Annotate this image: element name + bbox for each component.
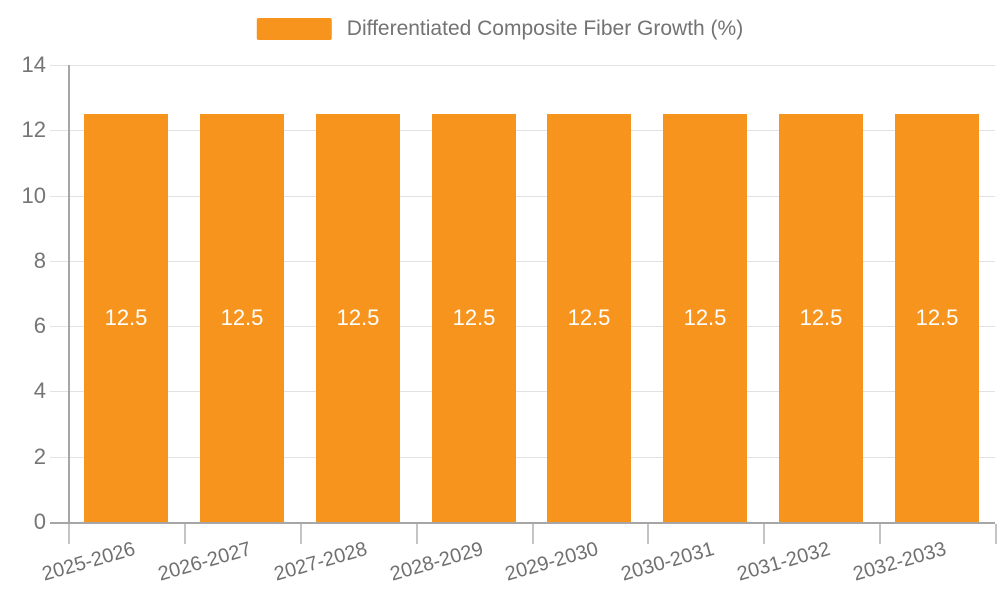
bar-value-label: 12.5 bbox=[452, 305, 496, 330]
gridline bbox=[50, 326, 995, 327]
x-axis-tick bbox=[647, 524, 649, 544]
gridline bbox=[50, 65, 995, 66]
gridline bbox=[50, 391, 995, 392]
x-tick-label: 2031-2032 bbox=[735, 538, 834, 586]
gridline bbox=[50, 261, 995, 262]
bar bbox=[316, 114, 400, 522]
y-tick-label: 2 bbox=[33, 444, 46, 469]
bar bbox=[895, 114, 979, 522]
bar bbox=[547, 114, 631, 522]
x-tick-label: 2026-2027 bbox=[156, 538, 255, 586]
y-tick-label: 0 bbox=[33, 509, 46, 534]
x-tick-label: 2025-2026 bbox=[40, 538, 139, 586]
bar-value-label: 12.5 bbox=[683, 305, 727, 330]
bar-value-label: 12.5 bbox=[220, 305, 264, 330]
x-tick-label: 2029-2030 bbox=[503, 538, 602, 586]
x-tick-label: 2027-2028 bbox=[272, 538, 371, 586]
bar bbox=[779, 114, 863, 522]
x-axis-tick bbox=[300, 524, 302, 544]
y-tick-label: 10 bbox=[21, 183, 46, 208]
x-axis-tick bbox=[995, 524, 997, 544]
x-axis-tick bbox=[68, 524, 70, 544]
y-tick-label: 12 bbox=[21, 117, 46, 142]
x-axis-line bbox=[50, 522, 995, 524]
x-axis-tick bbox=[879, 524, 881, 544]
y-tick-label: 4 bbox=[33, 378, 46, 403]
x-tick-label: 2032-2033 bbox=[851, 538, 950, 586]
bar bbox=[432, 114, 516, 522]
x-tick-label: 2028-2029 bbox=[388, 538, 487, 586]
bar-value-label: 12.5 bbox=[915, 305, 959, 330]
y-tick-label: 14 bbox=[21, 52, 46, 77]
gridline bbox=[50, 457, 995, 458]
bar-value-label: 12.5 bbox=[567, 305, 611, 330]
x-tick-label: 2030-2031 bbox=[619, 538, 718, 586]
bar bbox=[663, 114, 747, 522]
y-axis-line bbox=[68, 65, 70, 522]
x-axis-tick bbox=[184, 524, 186, 544]
y-tick-label: 6 bbox=[33, 313, 46, 338]
legend-swatch bbox=[256, 18, 332, 40]
legend-item[interactable]: Differentiated Composite Fiber Growth (%… bbox=[256, 17, 744, 41]
x-axis-tick bbox=[416, 524, 418, 544]
bar-value-label: 12.5 bbox=[104, 305, 148, 330]
bar bbox=[84, 114, 168, 522]
y-tick-label: 8 bbox=[33, 248, 46, 273]
gridline bbox=[50, 130, 995, 131]
gridline bbox=[50, 196, 995, 197]
x-axis-tick bbox=[532, 524, 534, 544]
legend-label: Differentiated Composite Fiber Growth (%… bbox=[346, 17, 744, 40]
bar-value-label: 12.5 bbox=[336, 305, 380, 330]
bar bbox=[200, 114, 284, 522]
bar-value-label: 12.5 bbox=[799, 305, 843, 330]
x-axis-tick bbox=[763, 524, 765, 544]
